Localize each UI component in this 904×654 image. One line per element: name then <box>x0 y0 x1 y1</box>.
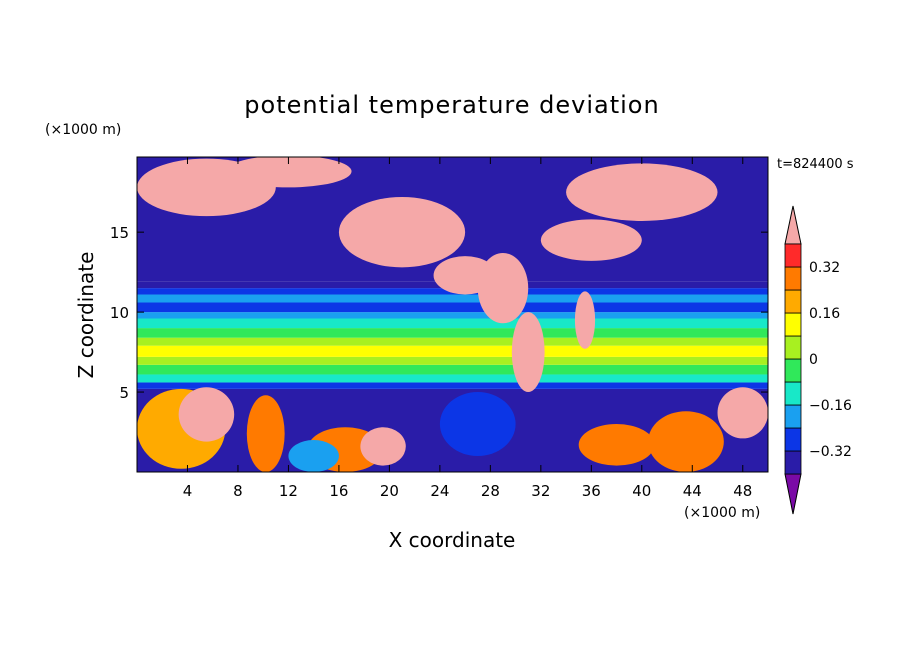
contour-band-4 <box>137 356 768 365</box>
x-unit-label: (×1000 m) <box>684 505 760 521</box>
y-axis-label: Z coordinate <box>74 252 98 379</box>
contour-blob-17 <box>439 392 516 457</box>
colorbar-segment-9 <box>784 243 802 268</box>
contour-blob-14 <box>578 424 655 466</box>
contour-band-6 <box>137 337 768 346</box>
contour-blob-4 <box>477 252 529 324</box>
x-tick-label-6: 28 <box>481 482 500 500</box>
contour-blob-1 <box>225 157 352 188</box>
contour-band-7 <box>137 328 768 338</box>
contour-band-9 <box>137 312 768 319</box>
x-tick-label-9: 40 <box>632 482 651 500</box>
contour-blob-11 <box>246 395 285 472</box>
colorbar-segment-6 <box>784 312 802 337</box>
x-tick-label-2: 12 <box>279 482 298 500</box>
contour-band-1 <box>137 382 768 389</box>
colorbar-label-3: −0.16 <box>809 398 852 414</box>
colorbar-segment-3 <box>784 381 802 406</box>
colorbar-segment-5 <box>784 335 802 360</box>
contour-band-2 <box>137 374 768 383</box>
contour-blob-7 <box>566 163 718 221</box>
x-axis-label: X coordinate <box>389 528 516 552</box>
contour-blob-18 <box>288 440 339 472</box>
x-tick-label-8: 36 <box>582 482 601 500</box>
contour-band-5 <box>137 345 768 357</box>
y-unit-label: (×1000 m) <box>45 122 121 138</box>
colorbar-segment-7 <box>784 289 802 314</box>
x-tick-label-11: 48 <box>733 482 752 500</box>
chart-title: potential temperature deviation <box>244 91 659 119</box>
contour-band-10 <box>137 302 768 313</box>
contour-field <box>137 157 768 472</box>
contour-blob-15 <box>648 411 724 472</box>
contour-band-8 <box>137 318 768 329</box>
colorbar-segment-1 <box>784 427 802 452</box>
x-tick-label-5: 24 <box>430 482 449 500</box>
y-tick-label-1: 10 <box>110 304 129 322</box>
contour-blob-2 <box>338 196 466 268</box>
colorbar-extend-bottom <box>784 473 802 515</box>
contour-blob-5 <box>511 312 545 393</box>
contour-blob-6 <box>540 219 642 261</box>
contour-blob-16 <box>717 387 768 439</box>
colorbar-segment-0 <box>784 450 802 475</box>
contour-band-11 <box>137 294 768 303</box>
x-tick-label-1: 8 <box>233 482 243 500</box>
colorbar-label-1: 0.16 <box>809 306 840 322</box>
contour-blob-13 <box>360 427 406 466</box>
contour-blob-10 <box>178 387 235 442</box>
contour-blob-8 <box>574 291 596 349</box>
x-tick-label-4: 20 <box>380 482 399 500</box>
y-tick-label-0: 5 <box>119 384 129 402</box>
time-label: t=824400 s <box>777 157 854 172</box>
plot-frame <box>136 156 769 473</box>
contour-band-3 <box>137 364 768 375</box>
colorbar-segment-2 <box>784 404 802 429</box>
x-tick-label-10: 44 <box>683 482 702 500</box>
x-tick-label-0: 4 <box>183 482 193 500</box>
colorbar-segment-8 <box>784 266 802 291</box>
colorbar-label-4: −0.32 <box>809 444 852 460</box>
colorbar-label-0: 0.32 <box>809 260 840 276</box>
x-tick-label-7: 32 <box>531 482 550 500</box>
colorbar-segment-4 <box>784 358 802 383</box>
colorbar: 0.32 0.16 0 −0.16 −0.32 <box>784 205 852 515</box>
colorbar-label-2: 0 <box>809 352 818 368</box>
colorbar-extend-top <box>784 205 802 245</box>
x-tick-label-3: 16 <box>329 482 348 500</box>
y-tick-label-2: 15 <box>110 224 129 242</box>
